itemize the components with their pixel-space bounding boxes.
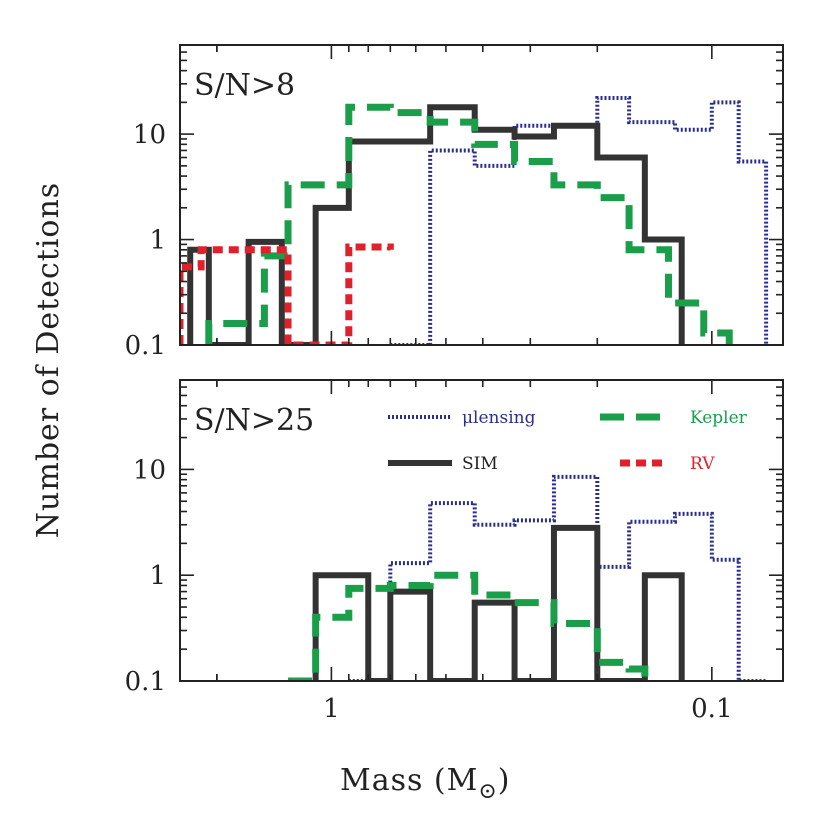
y-tick-label: 1 — [149, 226, 166, 256]
x-axis-title: Mass (M⊙) — [340, 763, 511, 804]
series-dotted-line — [348, 474, 767, 681]
legend-label-kepler: Kepler — [690, 408, 748, 428]
legend: μlensing Kepler SIM RV — [388, 408, 748, 474]
legend-label-sim: SIM — [462, 454, 498, 474]
series-dashed-line — [180, 243, 394, 345]
series-solid-line — [187, 104, 685, 345]
panel-1: 0.1 1 10 S/N>8 — [125, 44, 784, 361]
x-tick-label: 1 — [323, 694, 340, 724]
legend-label-rv: RV — [690, 454, 715, 474]
y-tick-label: 0.1 — [125, 667, 166, 697]
y-tick-label: 10 — [133, 120, 166, 150]
y-axis-title: Number of Detections — [31, 182, 66, 538]
x-axis-title-text: Mass (M — [340, 763, 478, 798]
series-solid-line — [312, 524, 685, 681]
y-tick-label: 10 — [133, 455, 166, 485]
panel-2: 0.1 1 10 1 0.1 S/N>25 — [125, 379, 784, 724]
y-tick-label: 0.1 — [125, 331, 166, 361]
series-long-dash-line — [205, 103, 733, 345]
x-axis-title-close: ) — [498, 763, 511, 798]
series-long-dash-line — [288, 571, 649, 681]
y-tick-label: 1 — [149, 561, 166, 591]
plot-frame — [179, 379, 784, 682]
legend-label-ulensing: μlensing — [462, 408, 536, 428]
x-tick-label: 0.1 — [691, 694, 732, 724]
panel-label: S/N>25 — [194, 403, 314, 438]
plot-frame — [179, 44, 784, 346]
series-dotted-line — [390, 96, 769, 345]
panel-label: S/N>8 — [194, 68, 295, 103]
sun-symbol-icon: ⊙ — [478, 779, 497, 804]
